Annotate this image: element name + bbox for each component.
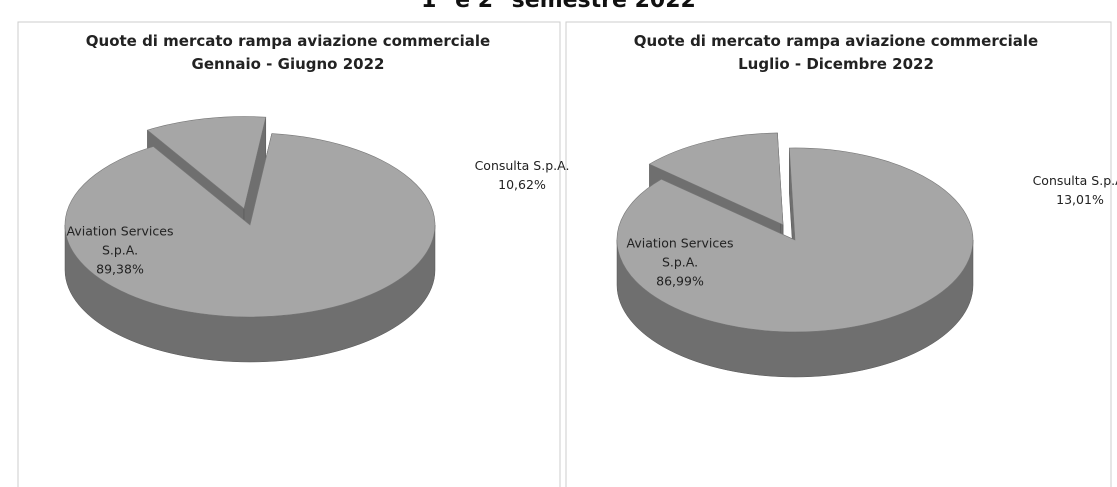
chart-subtitle: Luglio - Dicembre 2022 (738, 55, 934, 73)
value-label: 10,62% (498, 177, 546, 192)
category-label: Consulta S.p.A. (474, 158, 570, 173)
category-label: Consulta S.p.A. (1032, 173, 1117, 188)
value-label: 86,99% (656, 273, 704, 289)
data-label: Consulta S.p.A. 10,62% (467, 156, 577, 194)
panel (565, 21, 1112, 487)
chart-title-block: Quote di mercato rampa aviazione commerc… (18, 30, 558, 76)
page-title: 1° e 2° semestre 2022 (421, 0, 696, 13)
chart-title: Quote di mercato rampa aviazione commerc… (633, 32, 1039, 50)
chart-title: Quote di mercato rampa aviazione commerc… (85, 32, 491, 50)
data-label: Aviation Services S.p.A. 89,38% (65, 222, 175, 279)
slice (146, 116, 267, 210)
value-label: 13,01% (1056, 192, 1104, 207)
panel (17, 21, 561, 487)
slice (648, 132, 784, 226)
value-label: 89,38% (96, 261, 144, 277)
data-label: Consulta S.p.A. 13,01% (1025, 171, 1117, 209)
category-label: Aviation Services S.p.A. (626, 235, 734, 270)
data-label: Aviation Services S.p.A. 86,99% (625, 234, 735, 291)
slice (64, 133, 436, 318)
chart-title-block: Quote di mercato rampa aviazione commerc… (566, 30, 1106, 76)
category-label: Aviation Services S.p.A. (66, 223, 174, 258)
chart-subtitle: Gennaio - Giugno 2022 (191, 55, 385, 73)
slice (616, 147, 974, 333)
